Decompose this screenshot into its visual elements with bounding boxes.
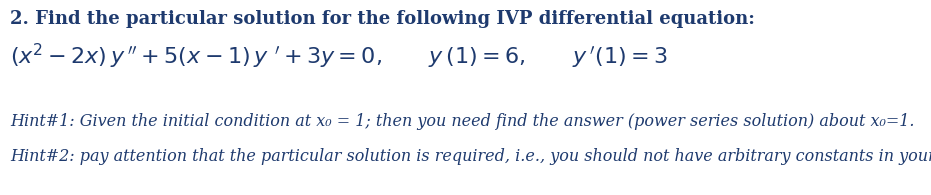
Text: Hint#1: Given the initial condition at x₀ = 1; then you need find the answer (po: Hint#1: Given the initial condition at x… [10, 113, 914, 130]
Text: Hint#2: pay attention that the particular solution is required, i.e., you should: Hint#2: pay attention that the particula… [10, 148, 931, 165]
Text: 2. Find the particular solution for the following IVP differential equation:: 2. Find the particular solution for the … [10, 10, 755, 28]
Text: $(x^{2}-2x)\,y\!\ ''+5(x-1)\,y\ '+3y=0,$      $y\,(1)=6,$      $y\,'(1)=3$: $(x^{2}-2x)\,y\!\ ''+5(x-1)\,y\ '+3y=0,$… [10, 42, 668, 71]
